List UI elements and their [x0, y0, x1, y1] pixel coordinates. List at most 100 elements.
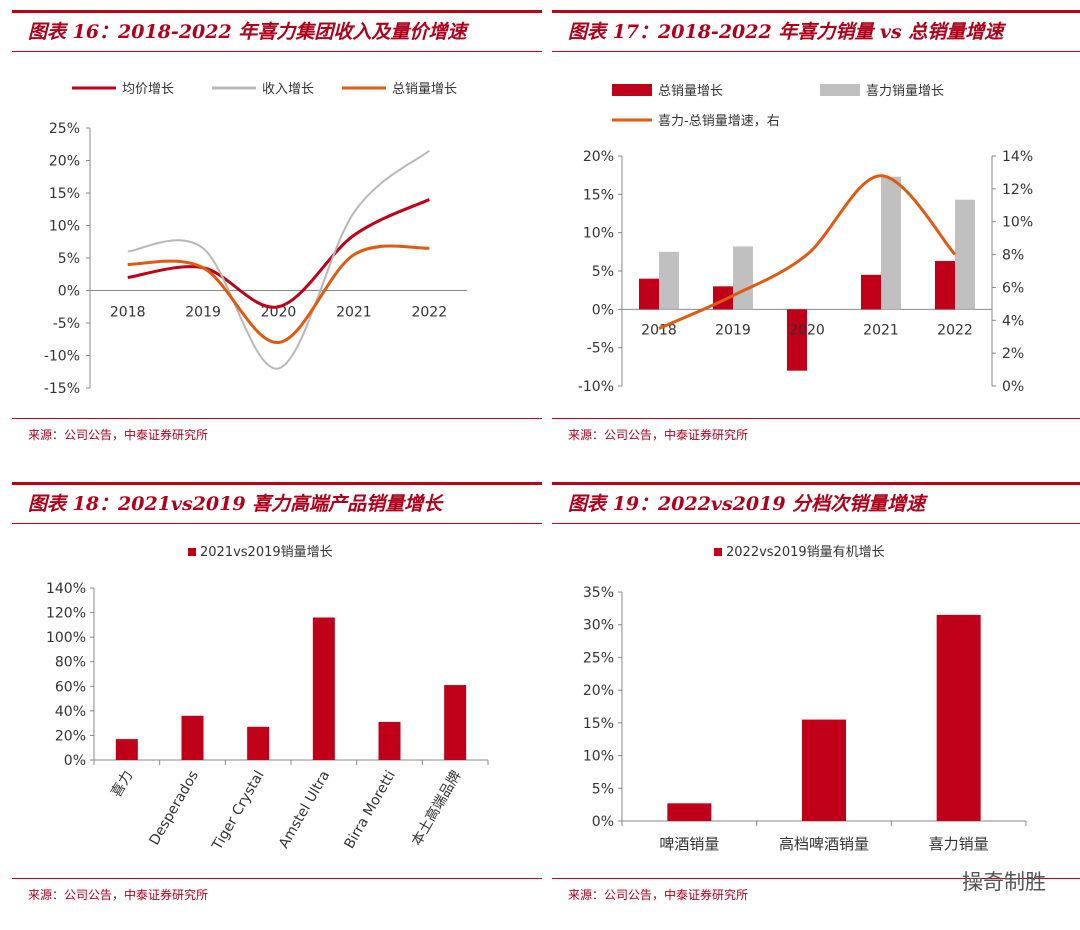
- bar: [802, 719, 846, 821]
- y2-tick-label: 8%: [1002, 248, 1024, 264]
- y-tick-label: 15%: [583, 187, 614, 203]
- bar-total-volume: [639, 278, 659, 310]
- y-tick-label: -5%: [587, 341, 614, 357]
- legend-label: 总销量增长: [392, 82, 457, 97]
- y-tick-label: 140%: [46, 581, 86, 597]
- y2-tick-label: 14%: [1002, 149, 1033, 165]
- bar-total-volume: [861, 274, 881, 310]
- x-tick-label: Tiger Crystal: [209, 768, 268, 854]
- y2-tick-label: 2%: [1002, 346, 1024, 362]
- y-tick-label: 5%: [58, 251, 80, 267]
- figure-17-panel: 图表 17：2018-2022 年喜力销量 vs 总销量增速 总销量增长 喜力销量…: [552, 10, 1080, 442]
- y-tick-label: 40%: [55, 704, 86, 720]
- legend-label: 2021vs2019销量增长: [200, 545, 333, 560]
- x-tick-label: 2019: [185, 305, 221, 321]
- figure-19-panel: 图表 19：2022vs2019 分档次销量增速 2022vs2019销量有机增…: [552, 482, 1080, 902]
- figure-16-panel: 图表 16：2018-2022 年喜力集团收入及量价增速 均价增长 收入增长 总销量…: [12, 10, 542, 442]
- y2-tick-label: 10%: [1002, 215, 1033, 231]
- y2-tick-label: 4%: [1002, 313, 1024, 329]
- y-tick-label: 0%: [64, 753, 86, 769]
- figure-16-title: 图表 16：2018-2022 年喜力集团收入及量价增速: [28, 21, 467, 43]
- legend-label: 均价增长: [122, 82, 174, 97]
- figure-19-title: 图表 19：2022vs2019 分档次销量增速: [568, 493, 926, 515]
- figure-16-source: 来源：公司公告，中泰证券研究所: [28, 428, 209, 442]
- y-tick-label: 10%: [49, 219, 80, 235]
- source-rule: [12, 418, 542, 419]
- x-tick-label: Desperados: [146, 768, 201, 848]
- bar: [444, 685, 467, 760]
- y-tick-label: 20%: [49, 154, 80, 170]
- y-tick-label: 20%: [583, 683, 614, 699]
- y-tick-label: -10%: [578, 379, 614, 395]
- legend-label: 喜力销量增长: [866, 84, 944, 99]
- y-tick-label: -15%: [44, 381, 80, 397]
- y-tick-label: 35%: [583, 585, 614, 601]
- legend-swatch: [188, 548, 196, 556]
- y2-tick-label: 12%: [1002, 182, 1033, 198]
- x-tick-label: 2022: [937, 322, 973, 338]
- title-rule: [552, 482, 1080, 485]
- title-rule: [12, 10, 542, 13]
- series-line: [127, 244, 430, 345]
- y-tick-label: 0%: [592, 814, 614, 830]
- y-tick-label: 25%: [49, 121, 80, 137]
- figure-17-source: 来源：公司公告，中泰证券研究所: [568, 428, 749, 442]
- x-tick-label: 2020: [789, 322, 825, 338]
- bar-heineken-volume: [881, 176, 901, 310]
- source-rule: [12, 878, 542, 879]
- legend-label: 喜力-总销量增速，右: [658, 114, 780, 129]
- bar: [247, 726, 270, 760]
- x-tick-label: 2021: [336, 305, 372, 321]
- x-tick-label: 啤酒销量: [659, 835, 719, 853]
- y-tick-label: 120%: [46, 606, 86, 622]
- figure-16-chart: 均价增长 收入增长 总销量增长 -15% -10% -5% 0% 5% 10% 15% 20% 25%…: [44, 82, 467, 397]
- y-tick-label: 20%: [55, 728, 86, 744]
- y-tick-label: 15%: [583, 716, 614, 732]
- title-underline: [12, 51, 542, 52]
- legend-label: 收入增长: [262, 82, 314, 97]
- title-rule: [12, 482, 542, 485]
- x-tick-label: Amstel Ultra: [276, 768, 333, 851]
- y-tick-label: 25%: [583, 650, 614, 666]
- legend-swatch: [820, 84, 860, 96]
- title-underline: [12, 523, 542, 524]
- legend-swatch: [714, 548, 722, 556]
- series-line: [127, 198, 430, 309]
- legend-label: 2022vs2019销量有机增长: [726, 545, 885, 560]
- x-tick-label: 2019: [715, 322, 751, 338]
- y-tick-label: 0%: [58, 284, 80, 300]
- y-tick-label: 10%: [583, 749, 614, 765]
- y-tick-label: -10%: [44, 349, 80, 365]
- y-tick-label: -5%: [53, 316, 80, 332]
- x-tick-label: 2020: [261, 305, 297, 321]
- series-line: [127, 149, 430, 370]
- series-line: [658, 174, 957, 330]
- title-underline: [552, 51, 1080, 52]
- figure-17-title: 图表 17：2018-2022 年喜力销量 vs 总销量增速: [568, 21, 1004, 43]
- x-tick-label: 本土高端品牌: [408, 768, 465, 849]
- x-tick-label: 高档啤酒销量: [779, 835, 869, 853]
- y-tick-label: 5%: [592, 781, 614, 797]
- bar: [378, 721, 401, 760]
- y2-tick-label: 0%: [1002, 379, 1024, 395]
- x-tick-label: 喜力销量: [929, 835, 989, 853]
- bar-total-volume: [787, 309, 807, 371]
- bar-heineken-volume: [659, 251, 679, 310]
- figure-19-chart: 2022vs2019销量有机增长 0% 5% 10% 15% 20% 25% 30% 35% 啤酒…: [583, 545, 1027, 853]
- figure-18-source: 来源：公司公告，中泰证券研究所: [28, 888, 209, 902]
- y-tick-label: 30%: [583, 618, 614, 634]
- watermark: 操奇制胜: [962, 870, 1046, 894]
- legend-label: 总销量增长: [658, 84, 723, 99]
- bar-heineken-volume: [955, 199, 975, 310]
- y-tick-label: 80%: [55, 655, 86, 671]
- title-underline: [552, 523, 1080, 524]
- y-tick-label: 60%: [55, 679, 86, 695]
- title-rule: [552, 10, 1080, 13]
- figure-18-panel: 图表 18：2021vs2019 喜力高端产品销量增长 2021vs2019销量…: [12, 482, 542, 902]
- y2-tick-label: 6%: [1002, 280, 1024, 296]
- y-tick-label: 100%: [46, 630, 86, 646]
- bar: [115, 739, 138, 760]
- bar-heineken-volume: [733, 246, 753, 310]
- bar-total-volume: [935, 261, 955, 310]
